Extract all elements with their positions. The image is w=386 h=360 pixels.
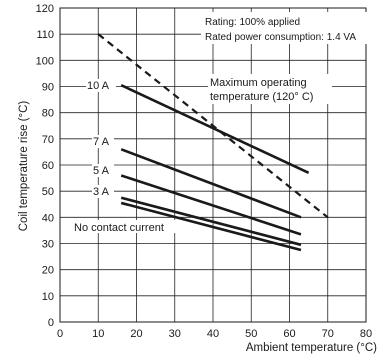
x-tick-label: 40 [207,328,219,340]
max-label-background [208,74,332,104]
y-tick-label: 30 [42,239,54,251]
y-tick-label: 90 [42,82,54,94]
label-3a-background [92,185,114,198]
label-5a-background [92,164,114,177]
x-tick-label: 20 [130,328,142,340]
x-tick-label: 80 [360,328,372,340]
y-tick-label: 10 [42,291,54,303]
y-tick-label: 100 [36,55,54,67]
y-tick-label: 120 [36,3,54,15]
tick-labels: 0 10 20 30 40 50 60 70 80 90 100 110 120 0 10 20 30 40 50 6… [36,3,372,340]
notes-background [201,12,373,44]
series-label-5a: 5 A [93,165,110,177]
label-7a-background [92,135,114,148]
y-tick-label: 60 [42,160,54,172]
y-tick-label: 20 [42,265,54,277]
rating-note: Rating: 100% applied [205,17,300,28]
y-axis-label: Coil temperature rise (°C) [18,101,30,232]
x-tick-label: 10 [92,328,104,340]
y-tick-label: 40 [42,212,54,224]
series-line-5 [120,201,302,252]
series-line-3 [120,174,302,236]
y-tick-label: 80 [42,108,54,120]
series-label-7a: 7 A [93,136,110,148]
series-label-no-contact: No contact current [74,222,164,234]
x-tick-label: 70 [322,328,334,340]
y-tick-label: 110 [36,29,54,41]
plot-frame [59,7,367,323]
y-tick-label: 70 [42,134,54,146]
y-tick-label: 50 [42,186,54,198]
series-line-2 [120,148,302,219]
x-tick-label: 50 [245,328,257,340]
x-axis-label: Ambient temperature (°C) [246,342,377,354]
max-temp-label-line1: Maximum operating [210,77,307,89]
x-tick-label: 60 [283,328,295,340]
label-no-contact-background [72,220,176,233]
series-label-3a: 3 A [93,186,110,198]
y-tick-label: 0 [48,317,54,329]
max-temp-label-line2: temperature (120° C) [210,91,313,103]
series-layer [97,33,329,252]
x-tick-label: 0 [57,328,63,340]
series-label-10a: 10 A [87,80,110,92]
x-tick-label: 30 [169,328,181,340]
series-line-4 [120,196,302,247]
label-10a-background [86,79,116,92]
power-note: Rated power consumption: 1.4 VA [205,32,356,43]
series-line-1 [120,84,310,175]
series-line-6 [97,33,329,219]
